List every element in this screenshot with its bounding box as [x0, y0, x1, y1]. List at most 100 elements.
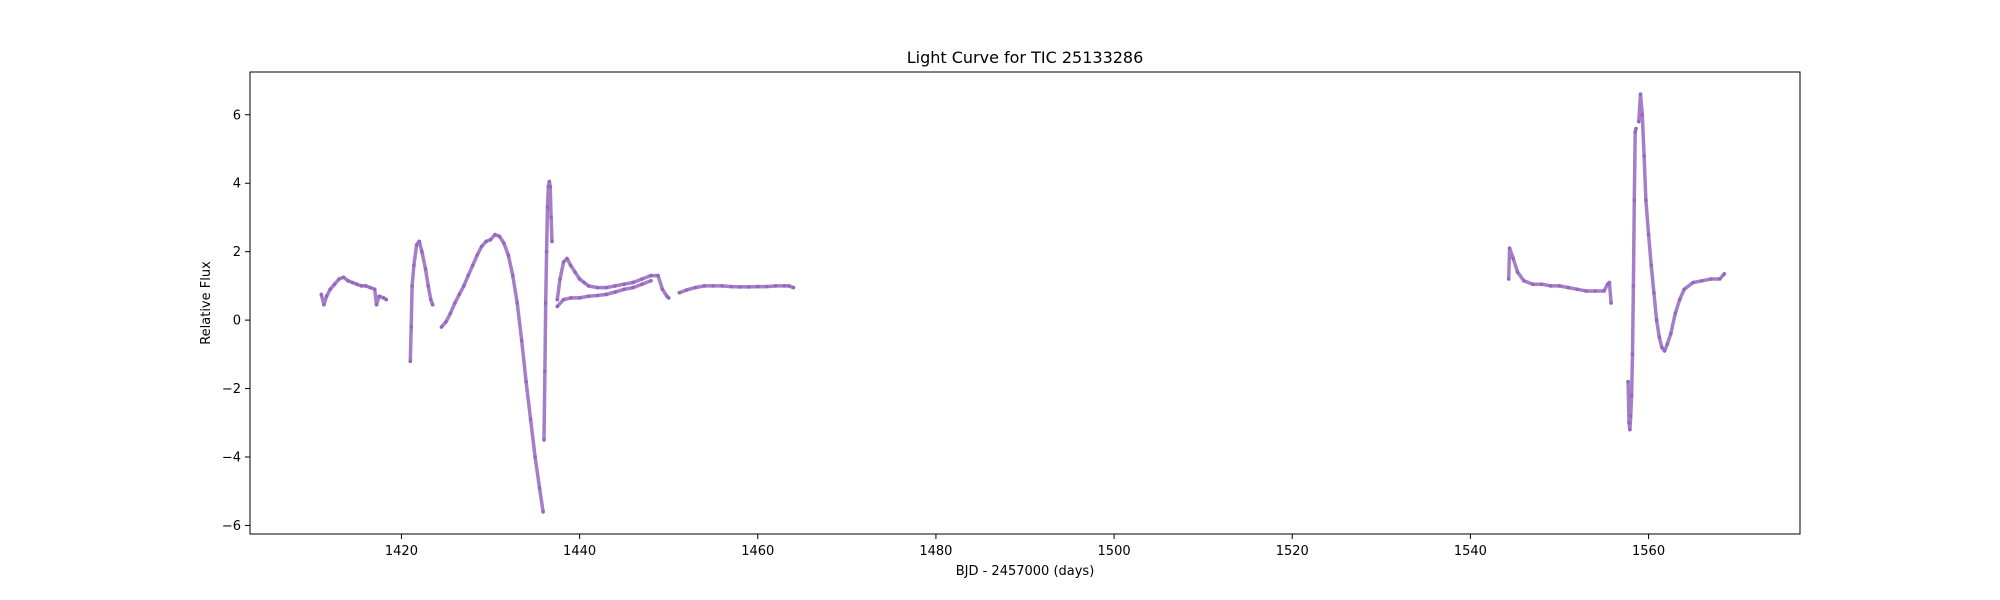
data-point	[414, 243, 419, 247]
data-point	[322, 302, 326, 307]
data-point	[640, 282, 644, 287]
flux-segment-9	[1637, 92, 1727, 353]
data-point	[549, 215, 553, 220]
x-tick-label: 1520	[1276, 544, 1309, 559]
y-axis-ticks: −6 −4 −2 0 2 4 6	[222, 108, 250, 534]
data-point	[453, 301, 457, 305]
data-point	[640, 277, 644, 281]
data-point	[631, 285, 635, 290]
data-point	[420, 249, 424, 254]
data-point	[543, 369, 547, 374]
data-point	[1682, 287, 1686, 292]
data-point	[374, 302, 379, 307]
data-point	[684, 288, 689, 292]
data-point	[1566, 285, 1571, 290]
data-point	[511, 273, 515, 278]
data-point	[412, 263, 416, 268]
data-point	[729, 284, 733, 289]
x-axis-ticks: 1420 1440 1460 1480 1500 1520 1540 1560	[385, 534, 1665, 559]
data-point	[1718, 277, 1722, 281]
data-point	[324, 294, 329, 299]
data-points	[319, 92, 1727, 514]
data-point	[346, 279, 350, 283]
flux-segment-8	[1626, 126, 1638, 432]
y-axis-label: Relative Flux	[199, 261, 214, 345]
data-point	[1642, 154, 1646, 158]
data-point	[497, 234, 502, 239]
data-point	[622, 282, 626, 287]
data-point	[430, 302, 435, 307]
data-point	[409, 325, 414, 329]
data-point	[573, 270, 577, 275]
data-point	[631, 280, 635, 285]
data-point	[649, 279, 653, 283]
data-point	[613, 284, 617, 288]
data-point	[470, 263, 475, 268]
data-point	[622, 287, 626, 292]
flux-segment-2	[439, 232, 545, 514]
data-point	[524, 379, 528, 384]
x-tick-label: 1540	[1454, 544, 1487, 559]
flux-segment-5	[555, 279, 653, 309]
data-point	[595, 293, 600, 298]
data-point	[1511, 256, 1515, 261]
data-point	[764, 284, 769, 289]
data-point	[547, 179, 552, 184]
data-point	[359, 284, 364, 288]
data-point	[604, 285, 609, 290]
data-point	[364, 284, 368, 288]
data-point	[519, 338, 524, 343]
data-point	[1575, 287, 1580, 292]
data-point	[545, 205, 550, 209]
data-point	[350, 280, 355, 285]
data-point	[410, 284, 414, 288]
data-point	[747, 285, 751, 289]
data-point	[543, 301, 548, 305]
data-point	[782, 284, 787, 288]
data-point	[457, 292, 462, 297]
data-point	[381, 296, 386, 300]
data-point	[561, 297, 566, 302]
data-point	[328, 287, 333, 292]
data-point	[1630, 352, 1635, 357]
data-point	[649, 273, 653, 278]
data-point	[502, 241, 506, 245]
data-point	[586, 284, 591, 288]
data-point	[537, 486, 542, 490]
flux-segment-7	[1506, 246, 1613, 305]
data-point	[595, 285, 600, 290]
x-tick-label: 1560	[1632, 544, 1665, 559]
data-point	[711, 284, 715, 288]
data-point	[1522, 279, 1526, 283]
x-tick-label: 1500	[1098, 544, 1131, 559]
data-point	[1634, 126, 1638, 131]
data-point	[791, 285, 796, 290]
data-point	[1507, 246, 1512, 250]
data-point	[372, 287, 377, 292]
flux-segment-3	[542, 179, 554, 442]
y-tick-label: 2	[233, 245, 241, 260]
y-tick-label: −4	[222, 451, 241, 466]
data-point	[1709, 277, 1713, 281]
data-point	[577, 296, 582, 300]
data-point	[1638, 92, 1643, 96]
data-point	[429, 297, 433, 302]
x-tick-label: 1420	[385, 544, 418, 559]
y-tick-label: 4	[233, 177, 241, 192]
data-point	[1609, 301, 1613, 305]
data-point	[1515, 270, 1520, 275]
data-point	[1628, 414, 1633, 418]
data-point	[1691, 280, 1695, 285]
data-point	[787, 284, 791, 288]
plot-area-frame	[249, 71, 1801, 535]
data-point	[1626, 379, 1630, 384]
data-point	[542, 438, 546, 442]
data-point	[488, 237, 493, 242]
data-point	[475, 253, 480, 257]
x-tick-label: 1480	[919, 544, 952, 559]
data-point	[1677, 297, 1682, 302]
data-point	[548, 184, 552, 189]
data-point	[613, 290, 617, 294]
data-point	[439, 325, 444, 329]
